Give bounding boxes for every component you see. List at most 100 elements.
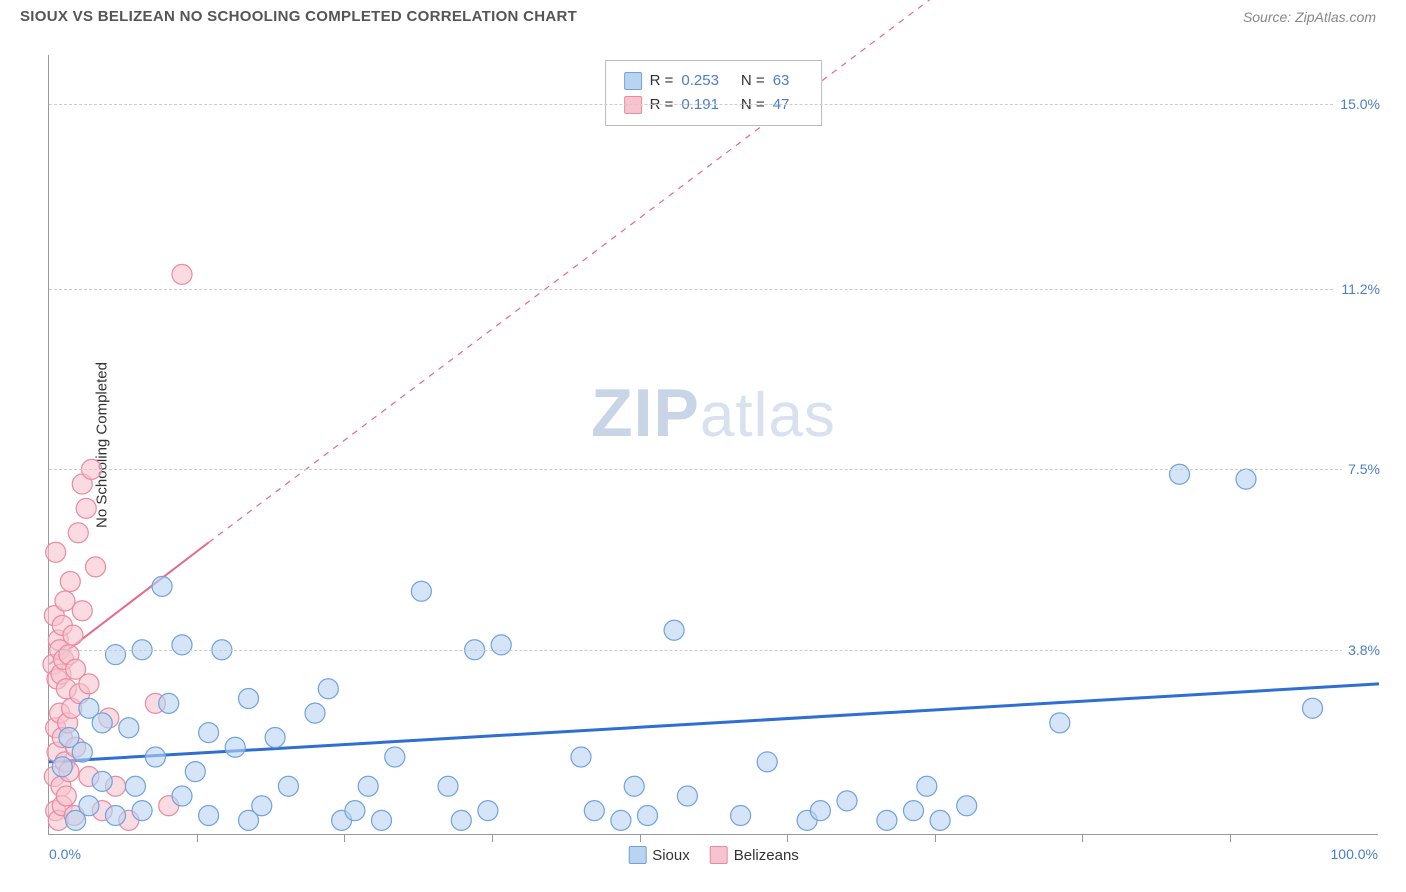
data-point [611, 810, 631, 830]
data-point [345, 801, 365, 821]
legend-swatch-sioux [628, 846, 646, 864]
y-tick-label: 11.2% [1335, 281, 1380, 297]
data-point [125, 776, 145, 796]
source-attribution: Source: ZipAtlas.com [1243, 9, 1376, 25]
data-point [677, 786, 697, 806]
data-point [571, 747, 591, 767]
gridline [49, 650, 1378, 651]
legend-swatch-belizeans [710, 846, 728, 864]
data-point [810, 801, 830, 821]
chart-plot-area: No Schooling Completed ZIPatlas R = 0.25… [48, 55, 1378, 835]
data-point [60, 572, 80, 592]
x-tick [344, 834, 345, 842]
x-tick [1230, 834, 1231, 842]
data-point [318, 679, 338, 699]
data-point [930, 810, 950, 830]
legend-item-belizeans: Belizeans [710, 846, 799, 864]
x-tick [640, 834, 641, 842]
data-point [1303, 698, 1323, 718]
data-point [1050, 713, 1070, 733]
data-point [917, 776, 937, 796]
data-point [438, 776, 458, 796]
data-point [305, 703, 325, 723]
data-point [411, 581, 431, 601]
data-point [1170, 464, 1190, 484]
x-tick [787, 834, 788, 842]
data-point [152, 576, 172, 596]
stats-legend: R = 0.253 N = 63 R = 0.191 N = 47 [605, 60, 823, 126]
data-point [92, 771, 112, 791]
n-label: N = [741, 69, 765, 93]
data-point [1236, 469, 1256, 489]
data-point [185, 762, 205, 782]
data-point [92, 713, 112, 733]
chart-title: SIOUX VS BELIZEAN NO SCHOOLING COMPLETED… [20, 8, 577, 25]
data-point [199, 723, 219, 743]
data-point [145, 747, 165, 767]
legend-item-sioux: Sioux [628, 846, 690, 864]
x-axis-max-label: 100.0% [1331, 846, 1378, 862]
gridline [49, 104, 1378, 105]
data-point [56, 786, 76, 806]
x-axis-min-label: 0.0% [49, 846, 81, 862]
data-point [79, 674, 99, 694]
y-tick-label: 7.5% [1342, 461, 1380, 477]
data-point [119, 718, 139, 738]
data-point [79, 796, 99, 816]
data-point [265, 728, 285, 748]
data-point [731, 806, 751, 826]
data-point [904, 801, 924, 821]
series-legend: Sioux Belizeans [628, 846, 799, 864]
data-point [55, 591, 75, 611]
data-point [86, 557, 106, 577]
data-point [664, 620, 684, 640]
data-point [106, 806, 126, 826]
data-point [159, 693, 179, 713]
data-point [52, 757, 72, 777]
data-point [172, 635, 192, 655]
data-point [132, 801, 152, 821]
data-point [491, 635, 511, 655]
gridline [49, 469, 1378, 470]
r-label: R = [650, 69, 674, 93]
data-point [46, 542, 66, 562]
data-point [757, 752, 777, 772]
data-point [624, 776, 644, 796]
swatch-belizeans [624, 96, 642, 114]
x-tick [935, 834, 936, 842]
x-tick [1082, 834, 1083, 842]
gridline [49, 289, 1378, 290]
data-point [106, 645, 126, 665]
trendline-belizeans-dashed [209, 0, 954, 543]
stats-row-sioux: R = 0.253 N = 63 [624, 69, 804, 93]
x-tick [197, 834, 198, 842]
data-point [68, 523, 88, 543]
data-point [638, 806, 658, 826]
n-value-sioux: 63 [773, 69, 790, 93]
data-point [358, 776, 378, 796]
data-point [877, 810, 897, 830]
data-point [252, 796, 272, 816]
data-point [584, 801, 604, 821]
r-label: R = [650, 93, 674, 117]
data-point [72, 601, 92, 621]
data-point [225, 737, 245, 757]
x-tick [492, 834, 493, 842]
legend-label-sioux: Sioux [652, 847, 690, 864]
data-point [451, 810, 471, 830]
data-point [239, 689, 259, 709]
data-point [385, 747, 405, 767]
n-label: N = [741, 93, 765, 117]
data-point [199, 806, 219, 826]
n-value-belizeans: 47 [773, 93, 790, 117]
data-point [63, 625, 83, 645]
data-point [76, 498, 96, 518]
r-value-sioux: 0.253 [681, 69, 719, 93]
y-tick-label: 3.8% [1342, 642, 1380, 658]
legend-label-belizeans: Belizeans [734, 847, 799, 864]
r-value-belizeans: 0.191 [681, 93, 719, 117]
y-tick-label: 15.0% [1334, 96, 1380, 112]
stats-row-belizeans: R = 0.191 N = 47 [624, 93, 804, 117]
data-point [172, 264, 192, 284]
data-point [478, 801, 498, 821]
